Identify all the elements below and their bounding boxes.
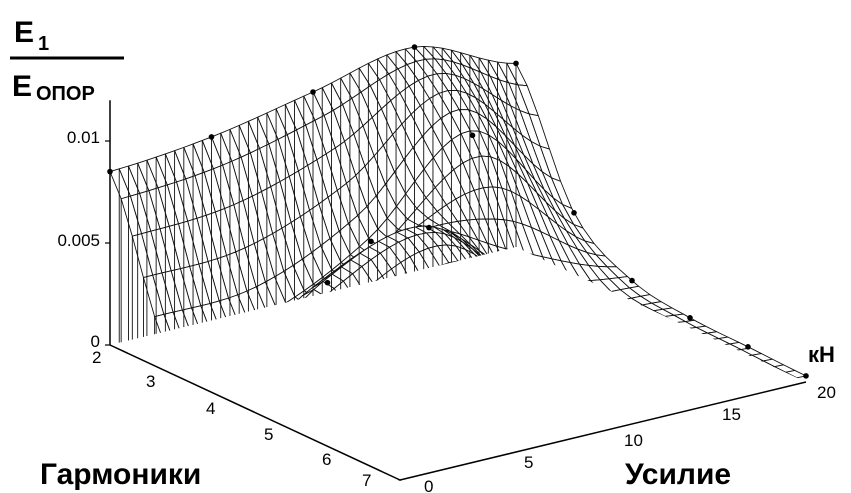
z-axis-label: E 1 E ОПОР bbox=[10, 16, 124, 105]
y-tick-label: 5 bbox=[524, 453, 533, 472]
z-tick-label: 0.005 bbox=[57, 231, 100, 250]
x-tick-label: 4 bbox=[206, 399, 215, 418]
z-label-numerator: E bbox=[14, 16, 34, 49]
floor bbox=[110, 247, 806, 480]
data-point bbox=[310, 89, 316, 95]
x-tick-label: 7 bbox=[362, 471, 371, 490]
data-point bbox=[687, 315, 693, 321]
x-axis-line bbox=[109, 344, 401, 481]
data-point bbox=[571, 210, 577, 216]
data-point bbox=[513, 60, 519, 67]
data-point bbox=[745, 344, 751, 350]
y-axis-title: Усилие bbox=[625, 458, 731, 491]
data-point bbox=[411, 44, 418, 50]
y-axis-unit: кН bbox=[808, 342, 835, 367]
y-tick-label: 20 bbox=[817, 383, 836, 402]
data-point bbox=[324, 279, 331, 286]
y-tick-label: 15 bbox=[722, 405, 741, 424]
data-point bbox=[208, 134, 215, 140]
data-point bbox=[368, 238, 374, 245]
data-point bbox=[629, 277, 635, 284]
x-tick-label: 2 bbox=[92, 348, 101, 367]
x-tick-label: 5 bbox=[264, 425, 273, 444]
axes bbox=[105, 100, 807, 481]
z-label-denominator-sub: ОПОР bbox=[36, 83, 95, 105]
x-axis-title: Гармоники bbox=[40, 458, 201, 491]
data-point bbox=[803, 373, 809, 379]
z-label-denominator: E bbox=[12, 70, 32, 103]
y-axis-line bbox=[399, 381, 807, 481]
z-label-numerator-sub: 1 bbox=[38, 33, 49, 55]
data-point bbox=[469, 132, 476, 139]
y-tick-label: 10 bbox=[624, 431, 643, 450]
y-tick-label: 0 bbox=[424, 477, 433, 493]
z-tick-label: 0 bbox=[91, 332, 100, 351]
data-point bbox=[426, 224, 432, 231]
x-tick-label: 3 bbox=[146, 372, 155, 391]
x-tick-label: 6 bbox=[322, 450, 331, 469]
z-tick-label: 0.01 bbox=[67, 128, 100, 147]
